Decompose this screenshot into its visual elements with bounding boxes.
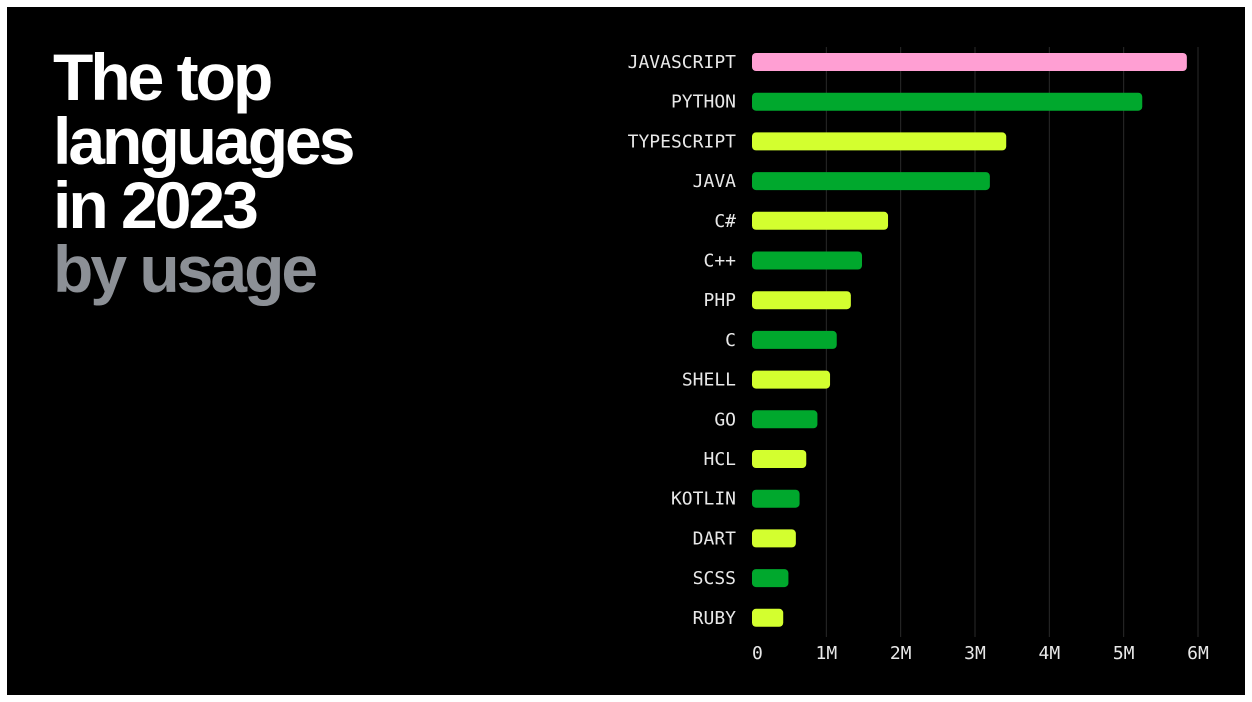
x-tick-label: 1M [815, 643, 837, 664]
category-label: PYTHON [671, 92, 736, 113]
category-label: HCL [703, 449, 736, 470]
category-label: JAVASCRIPT [628, 52, 737, 73]
bar-dart [752, 529, 796, 548]
bar-ruby [752, 608, 784, 627]
headline-subtitle: by usage [53, 232, 318, 306]
category-label: GO [714, 409, 736, 430]
x-tick-label: 2M [890, 643, 912, 664]
bar-typescript [752, 132, 1007, 151]
category-label: PHP [703, 290, 736, 311]
x-tick-label: 3M [964, 643, 986, 664]
headline-line-2: languages [53, 104, 355, 178]
bar-php [752, 291, 851, 310]
category-label: KOTLIN [671, 489, 736, 510]
x-tick-label: 5M [1113, 643, 1135, 664]
headline-line-1: The top [53, 40, 273, 114]
bar-c [752, 251, 863, 270]
headline-line-3: in 2023 [53, 168, 259, 242]
category-label: C [725, 330, 736, 351]
category-label: DART [693, 528, 737, 549]
bar-go [752, 410, 818, 429]
bar-c [752, 211, 889, 230]
bar-kotlin [752, 489, 800, 508]
bar-chart: JAVASCRIPTPYTHONTYPESCRIPTJAVAC#C++PHPCS… [628, 47, 1209, 664]
bar-javascript [752, 53, 1187, 71]
category-label: SHELL [682, 370, 736, 391]
x-tick-label: 6M [1187, 643, 1209, 664]
bar-shell [752, 370, 831, 389]
bar-scss [752, 569, 789, 588]
category-label: C++ [703, 251, 736, 272]
category-label: C# [714, 211, 736, 232]
bar-c [752, 330, 837, 349]
x-tick-label: 4M [1038, 643, 1060, 664]
category-label: JAVA [693, 171, 737, 192]
x-tick-label: 0 [752, 643, 763, 664]
category-label: TYPESCRIPT [628, 131, 737, 152]
category-label: SCSS [693, 568, 736, 589]
bar-python [752, 92, 1143, 111]
bar-java [752, 172, 990, 191]
bar-hcl [752, 450, 807, 468]
headline: The top languages in 2023 by usage [53, 40, 355, 306]
category-label: RUBY [693, 608, 737, 629]
chart-frame: The top languages in 2023 by usage JAVAS… [7, 7, 1245, 695]
